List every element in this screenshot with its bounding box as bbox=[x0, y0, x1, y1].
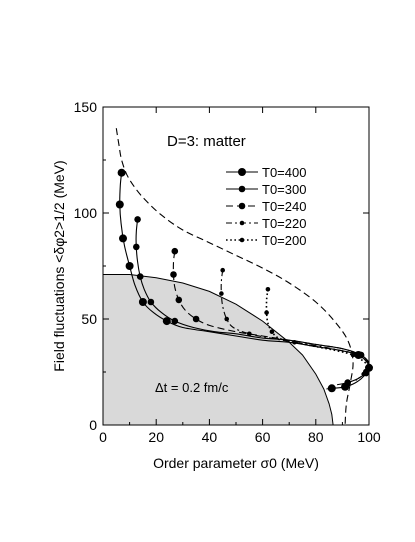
data-point-2-8 bbox=[344, 379, 352, 386]
legend-label-4: T0=220 bbox=[262, 216, 306, 231]
y-tick-label: 50 bbox=[81, 311, 97, 327]
data-point-4-5 bbox=[358, 352, 364, 358]
y-tick-label: 0 bbox=[89, 417, 97, 433]
y-axis-label: Field fluctuations <δφ2>1/2 (MeV) bbox=[51, 160, 67, 371]
legend-marker-1 bbox=[238, 168, 246, 176]
y-tick-label: 100 bbox=[74, 205, 98, 221]
data-point-2-1 bbox=[134, 216, 141, 223]
legend-label-2: T0=300 bbox=[262, 182, 306, 197]
marker-layer bbox=[115, 168, 373, 393]
legend-marker-4 bbox=[239, 220, 245, 226]
legend-marker-5 bbox=[239, 237, 245, 243]
series-line-1 bbox=[119, 172, 369, 390]
series-line-4 bbox=[220, 270, 369, 381]
data-point-3-4 bbox=[192, 315, 200, 323]
data-point-2-5 bbox=[171, 317, 179, 325]
x-tick-label: 40 bbox=[202, 429, 218, 445]
data-point-5-4 bbox=[292, 340, 297, 345]
data-point-1-10 bbox=[327, 384, 336, 393]
data-point-5-5 bbox=[350, 352, 356, 358]
data-point-5-1 bbox=[265, 287, 271, 292]
data-point-2-2 bbox=[133, 243, 140, 251]
x-tick-label: 100 bbox=[357, 429, 381, 445]
data-point-5-6 bbox=[364, 371, 369, 377]
data-point-1-1 bbox=[117, 168, 126, 177]
shaded-region bbox=[103, 274, 334, 425]
x-tick-label: 20 bbox=[148, 429, 164, 445]
x-axis-label: Order parameter σ0 (MeV) bbox=[153, 455, 319, 471]
data-point-5-3 bbox=[269, 329, 275, 335]
legend-label-5: T0=200 bbox=[262, 233, 306, 248]
x-tick-label: 60 bbox=[255, 429, 271, 445]
data-point-4-1 bbox=[220, 267, 225, 273]
data-point-2-3 bbox=[136, 273, 144, 280]
y-tick-label: 150 bbox=[74, 99, 98, 115]
data-point-1-5 bbox=[138, 298, 147, 306]
annotation-dt: Δt = 0.2 fm/c bbox=[155, 380, 229, 395]
legend-label-1: T0=400 bbox=[262, 165, 306, 180]
legend-marker-3 bbox=[238, 202, 246, 210]
data-point-1-6 bbox=[162, 317, 171, 326]
data-point-4-4 bbox=[247, 331, 252, 337]
shaded-region-layer bbox=[103, 274, 334, 425]
data-point-4-2 bbox=[219, 291, 224, 296]
data-point-3-3 bbox=[175, 296, 183, 304]
data-point-3-1 bbox=[171, 247, 179, 255]
annotation-title: D=3: matter bbox=[167, 133, 246, 150]
data-point-1-4 bbox=[125, 262, 134, 270]
data-point-1-2 bbox=[115, 200, 124, 209]
data-point-3-2 bbox=[170, 271, 177, 278]
data-point-1-3 bbox=[119, 234, 127, 243]
data-point-4-3 bbox=[224, 316, 229, 322]
x-tick-label: 80 bbox=[308, 429, 324, 445]
data-point-2-4 bbox=[147, 298, 155, 306]
series-line-6 bbox=[115, 128, 354, 425]
data-point-5-2 bbox=[264, 310, 269, 315]
axis-layer: 0 20 40 60 80 100 0 50 100 150 bbox=[74, 99, 381, 445]
legend: T0=400 T0=300 T0=240 T0=220 T0=200 bbox=[226, 165, 306, 248]
legend-label-3: T0=240 bbox=[262, 199, 306, 214]
x-tick-label: 0 bbox=[99, 429, 107, 445]
region-boundary bbox=[103, 274, 334, 425]
legend-marker-2 bbox=[238, 185, 246, 193]
